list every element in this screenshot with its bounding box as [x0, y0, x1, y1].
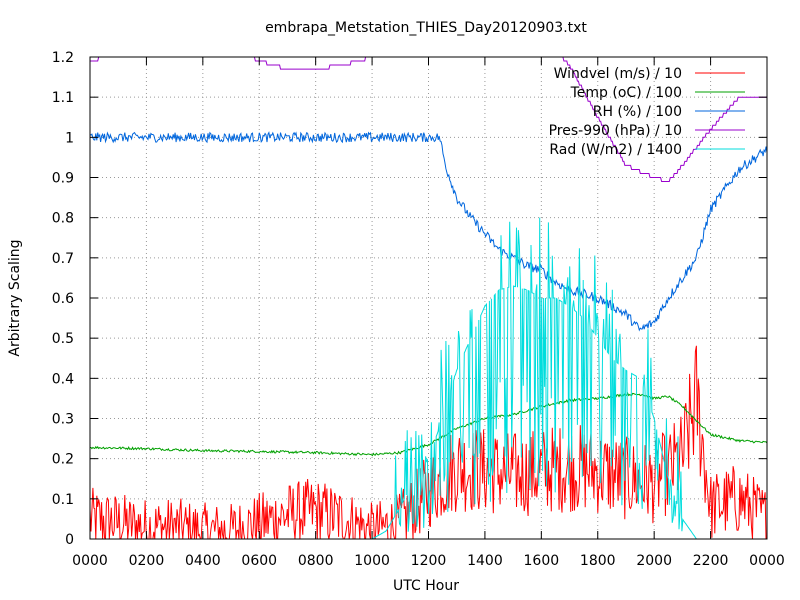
y-tick-label: 0.8	[52, 211, 74, 227]
x-tick-label: 0800	[298, 553, 334, 569]
legend-label: RH (%) / 100	[593, 104, 682, 120]
x-tick-label: 0200	[129, 553, 165, 569]
series-lines	[90, 57, 767, 539]
x-tick-label: 2200	[693, 553, 729, 569]
series-line	[90, 392, 767, 457]
y-tick-label: 0.1	[52, 492, 74, 508]
legend-label: Temp (oC) / 100	[570, 85, 682, 101]
y-tick-label: 0.5	[52, 331, 74, 347]
y-tick-label: 0.9	[52, 171, 74, 187]
legend-label: Windvel (m/s) / 10	[554, 66, 682, 82]
y-tick-label: 0.3	[52, 412, 74, 428]
x-tick-label: 1000	[354, 553, 390, 569]
series-line	[90, 217, 767, 539]
x-tick-label: 1200	[411, 553, 447, 569]
legend-label: Pres-990 (hPa) / 10	[549, 123, 682, 139]
x-tick-label: 1600	[524, 553, 560, 569]
ticks: 0 0.1 0.2 0.3 0.4 0.5 0.6 0.7 0.8 0.9 1 1.1 1.2 0000 0…	[52, 50, 785, 569]
x-tick-label: 0000	[749, 553, 785, 569]
x-tick-label: 0400	[185, 553, 221, 569]
x-axis-label: UTC Hour	[393, 578, 459, 594]
y-tick-label: 1.1	[52, 90, 74, 106]
series-line	[90, 131, 767, 332]
y-tick-label: 1	[65, 130, 74, 146]
y-tick-label: 0	[65, 532, 74, 548]
legend-label: Rad (W/m2) / 1400	[549, 142, 682, 158]
x-tick-label: 0600	[241, 553, 277, 569]
x-tick-label: 1400	[467, 553, 503, 569]
x-tick-label: 0000	[72, 553, 108, 569]
y-tick-label: 0.4	[52, 371, 74, 387]
y-tick-label: 0.7	[52, 251, 74, 267]
series-line	[90, 345, 767, 539]
series-line	[90, 57, 767, 182]
y-tick-label: 1.2	[52, 50, 74, 66]
x-tick-label: 2000	[636, 553, 672, 569]
y-tick-label: 0.6	[52, 291, 74, 307]
legend: Windvel (m/s) / 10 Temp (oC) / 100 RH (%) …	[549, 66, 745, 158]
x-tick-label: 1800	[580, 553, 616, 569]
y-axis-label: Arbitrary Scaling	[7, 239, 23, 356]
chart-title: embrapa_Metstation_THIES_Day20120903.txt	[265, 20, 587, 36]
y-tick-label: 0.2	[52, 452, 74, 468]
